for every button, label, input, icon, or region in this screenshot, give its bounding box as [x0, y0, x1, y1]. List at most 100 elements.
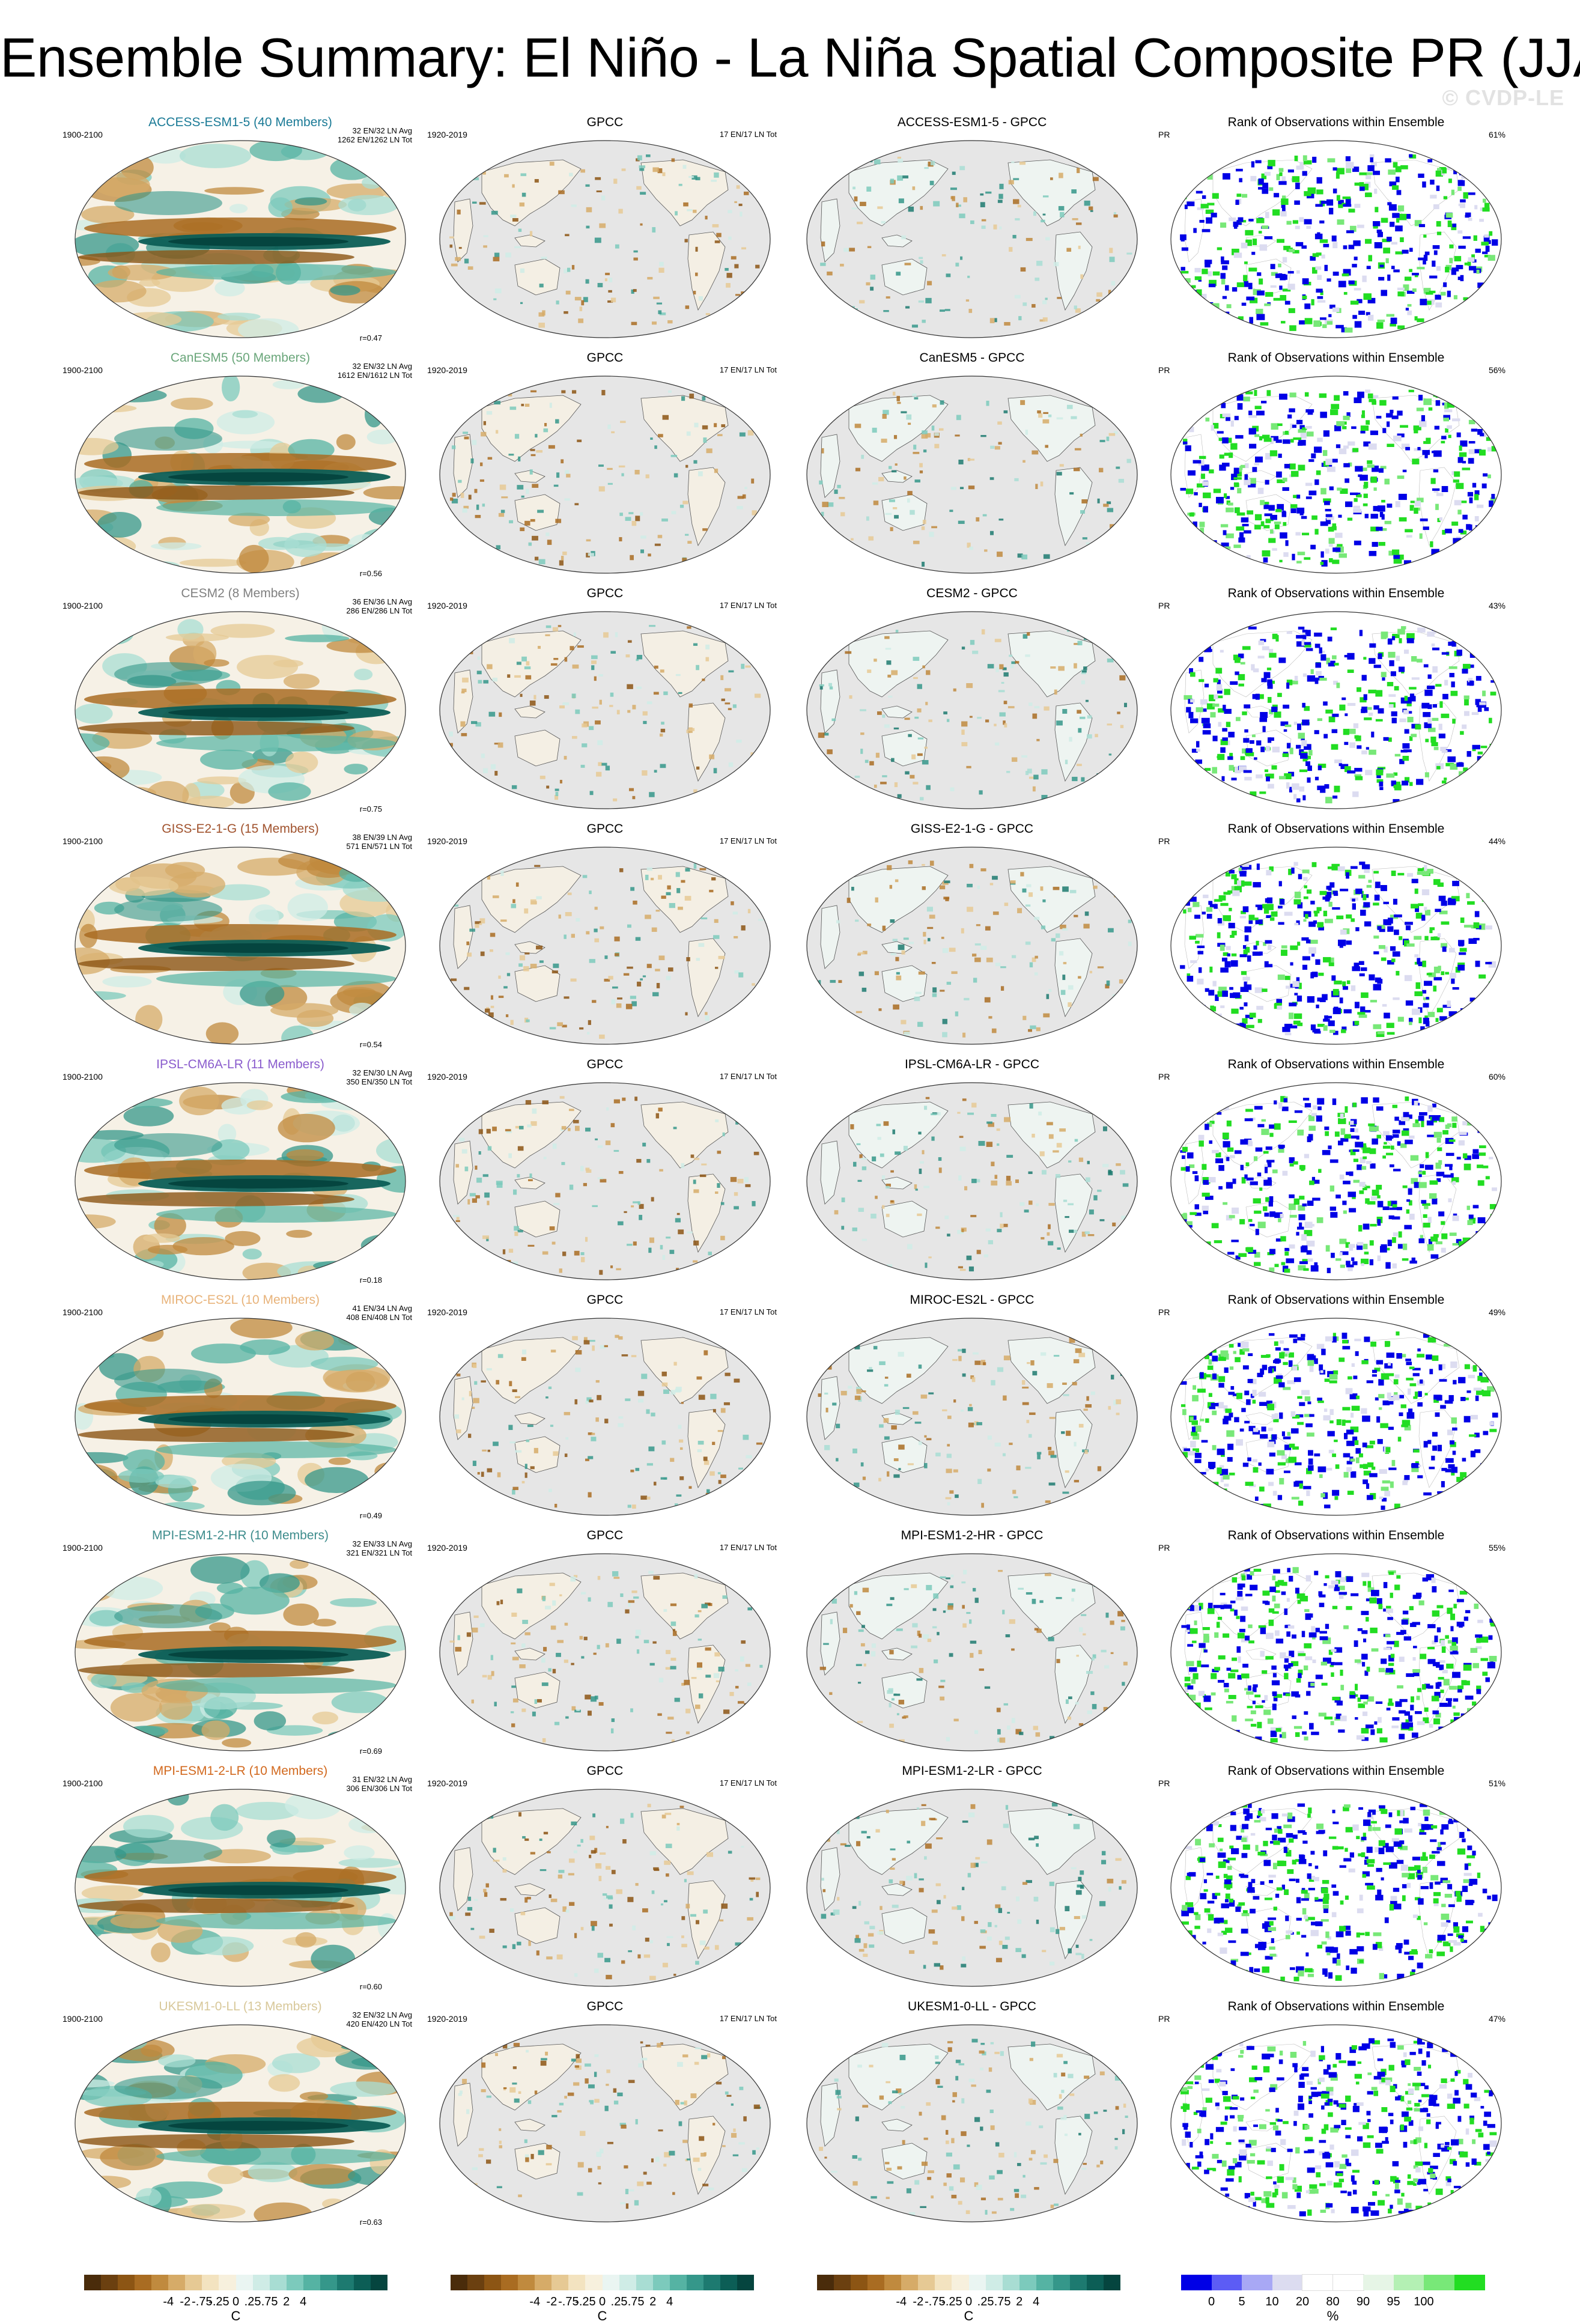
- colorbar-cell: [371, 2275, 388, 2290]
- pattern-correlation: r=0.47: [360, 333, 382, 342]
- colorbar-tick-label: -2: [180, 2295, 190, 2309]
- colorbar-tick-label: -4: [896, 2295, 907, 2309]
- colorbar-cell: [270, 2275, 287, 2290]
- colorbar-cell: [1070, 2275, 1087, 2290]
- colorbar-tick-label: .75: [628, 2295, 645, 2309]
- colorbar-cell: [518, 2275, 535, 2290]
- colorbar-cell: [484, 2275, 502, 2290]
- colorbar-cell: [1394, 2275, 1424, 2290]
- ensemble-mean-map: [60, 371, 421, 580]
- ensemble-mean-map: [60, 607, 421, 816]
- difference-map: [792, 1313, 1152, 1522]
- colorbar-cell: [851, 2275, 868, 2290]
- colorbar-cell: [1053, 2275, 1071, 2290]
- obs-map: [425, 1313, 785, 1522]
- colorbar-tick-label: 10: [1265, 2295, 1278, 2309]
- colorbar-tick-label: .75: [994, 2295, 1011, 2309]
- difference-title: UKESM1-0-LL - GPCC: [792, 2000, 1152, 2014]
- avg-count: 38 EN/39 LN Avg: [346, 833, 412, 842]
- colorbar-cell: [653, 2275, 670, 2290]
- colorbar-cell: [720, 2275, 738, 2290]
- colorbar-cell: [287, 2275, 304, 2290]
- diverging-colorbar: [84, 2275, 387, 2290]
- obs-map: [425, 607, 785, 816]
- colorbar-cell: [636, 2275, 654, 2290]
- colorbar-cell: [1087, 2275, 1104, 2290]
- rank-map: [1156, 1549, 1516, 1758]
- obs-title: GPCC: [425, 822, 785, 836]
- colorbar-cell: [568, 2275, 586, 2290]
- rank-title: Rank of Observations within Ensemble: [1156, 1057, 1516, 1072]
- obs-map: [425, 1549, 785, 1758]
- pattern-correlation: r=0.60: [360, 1982, 382, 1991]
- colorbar-cell: [1242, 2275, 1272, 2290]
- colorbar-cell: [737, 2275, 755, 2290]
- avg-count: 36 EN/36 LN Avg: [346, 597, 412, 606]
- rank-title: Rank of Observations within Ensemble: [1156, 351, 1516, 365]
- difference-title: CanESM5 - GPCC: [792, 351, 1152, 365]
- rank-map: [1156, 1784, 1516, 1994]
- colorbar-unit: %: [1327, 2308, 1339, 2324]
- obs-title: GPCC: [425, 586, 785, 601]
- colorbar-cell: [1036, 2275, 1054, 2290]
- colorbar-cell: [619, 2275, 637, 2290]
- colorbar-tick-label: 2: [1016, 2295, 1022, 2309]
- colorbar-cell: [867, 2275, 885, 2290]
- colorbar-cell: [1003, 2275, 1020, 2290]
- colorbar-cell: [687, 2275, 704, 2290]
- colorbar-cell: [236, 2275, 254, 2290]
- colorbar-cell: [952, 2275, 969, 2290]
- ensemble-mean-map: [60, 1784, 421, 1994]
- obs-title: GPCC: [425, 351, 785, 365]
- colorbar-cell: [253, 2275, 270, 2290]
- colorbar-cell: [168, 2275, 186, 2290]
- colorbar-tick-label: .75: [261, 2295, 278, 2309]
- difference-panel-2: CanESM5 - GPCC: [792, 350, 1152, 585]
- colorbar-cell: [84, 2275, 102, 2290]
- colorbar-cell: [1424, 2275, 1454, 2290]
- colorbar-tick-label: -4: [529, 2295, 540, 2309]
- ensemble-mean-map: [60, 1078, 421, 1287]
- rank-title: Rank of Observations within Ensemble: [1156, 586, 1516, 601]
- colorbar-cell: [918, 2275, 935, 2290]
- obs-title: GPCC: [425, 1057, 785, 1072]
- colorbar-cell: [1363, 2275, 1394, 2290]
- colorbar-cell: [1212, 2275, 1242, 2290]
- colorbar-tick-label: .25: [977, 2295, 994, 2309]
- colorbar-tick-label: -4: [163, 2295, 174, 2309]
- ensemble-mean-map: [60, 2020, 421, 2229]
- rank-title: Rank of Observations within Ensemble: [1156, 1293, 1516, 1307]
- avg-count: 32 EN/32 LN Avg: [346, 2010, 412, 2019]
- rank-colorbar: [1181, 2275, 1484, 2290]
- diverging-colorbar: [451, 2275, 754, 2290]
- obs-map: [425, 842, 785, 1051]
- obs-title: GPCC: [425, 2000, 785, 2014]
- colorbar-tick-label: .25: [611, 2295, 628, 2309]
- rank-map: [1156, 2020, 1516, 2229]
- difference-panel-6: MIROC-ES2L - GPCC: [792, 1292, 1152, 1527]
- colorbar-unit: C: [231, 2308, 241, 2324]
- rank-title: Rank of Observations within Ensemble: [1156, 1529, 1516, 1543]
- pattern-correlation: r=0.56: [360, 569, 382, 578]
- pattern-correlation: r=0.75: [360, 805, 382, 814]
- colorbar-cell: [451, 2275, 468, 2290]
- difference-map: [792, 2020, 1152, 2229]
- difference-title: MPI-ESM1-2-HR - GPCC: [792, 1529, 1152, 1543]
- pattern-correlation: r=0.49: [360, 1511, 382, 1520]
- difference-title: CESM2 - GPCC: [792, 586, 1152, 601]
- watermark: © CVDP-LE: [1442, 85, 1564, 111]
- colorbar-tick-label: 4: [1033, 2295, 1039, 2309]
- ensemble-mean-map: [60, 136, 421, 345]
